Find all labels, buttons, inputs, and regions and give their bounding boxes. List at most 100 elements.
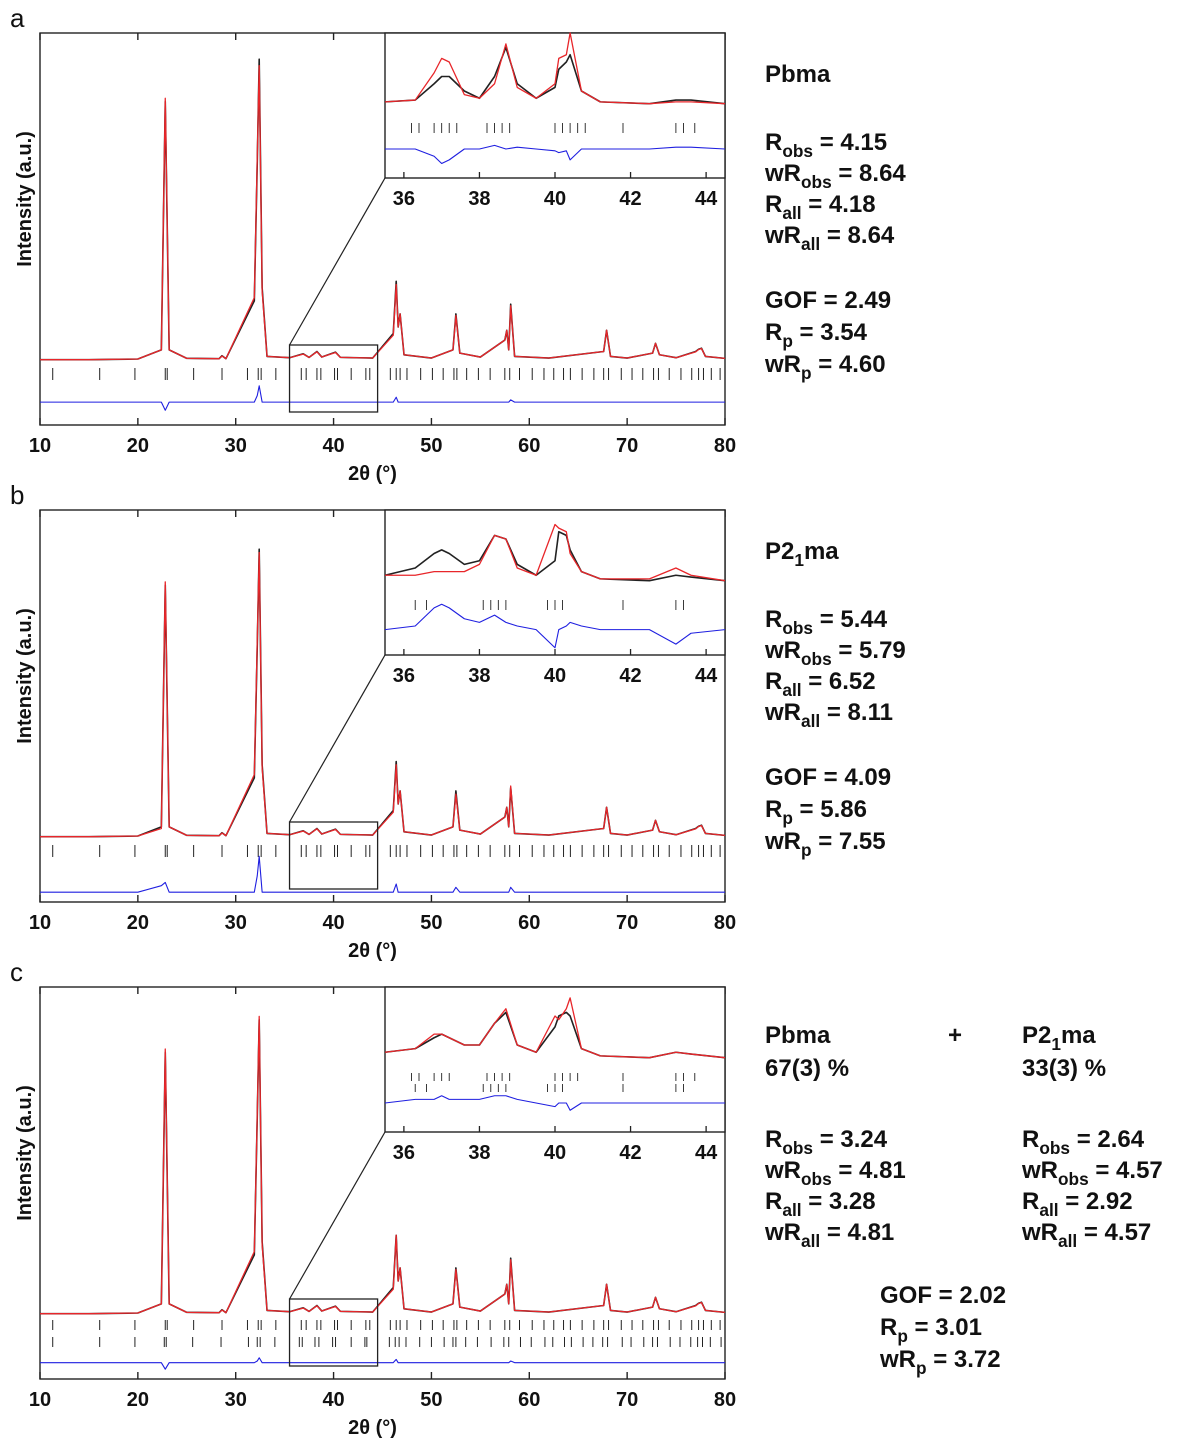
r-factor: wRobs = 4.57 bbox=[1021, 1157, 1163, 1189]
zoom-box bbox=[288, 821, 379, 890]
r-factor-main: wR bbox=[764, 1219, 801, 1246]
phase-name-main: Pbma bbox=[765, 61, 831, 88]
r-factor-rest: = 4.81 bbox=[832, 1157, 906, 1184]
inset-difference-line bbox=[384, 1095, 725, 1111]
x-tick-label: 30 bbox=[225, 912, 247, 934]
r-factor-sub: obs bbox=[801, 172, 832, 192]
inset-calculated-line bbox=[384, 32, 726, 105]
phase-fraction: 67(3) % bbox=[765, 1055, 849, 1082]
phase-name-rest: ma bbox=[804, 538, 839, 565]
r-factor-rest: = 4.57 bbox=[1089, 1157, 1163, 1184]
phase-name-sub: 1 bbox=[794, 550, 804, 570]
fit-stat: GOF = 2.02 bbox=[880, 1282, 1006, 1309]
panel-label: a bbox=[10, 3, 25, 33]
fit-stat-rest: = 4.60 bbox=[812, 351, 886, 378]
fit-stat: wRp = 4.60 bbox=[764, 351, 886, 383]
inset-x-tick-label: 36 bbox=[393, 188, 415, 210]
r-factor-sub: all bbox=[782, 1200, 801, 1220]
r-factor: wRall = 8.64 bbox=[764, 222, 895, 254]
fit-stat-sub: p bbox=[801, 363, 812, 383]
x-tick-label: 80 bbox=[714, 1389, 736, 1411]
inset-frame bbox=[384, 509, 726, 656]
x-axis-label: 2θ (°) bbox=[348, 940, 397, 962]
r-factor-main: R bbox=[765, 606, 782, 633]
phase-name-rest: ma bbox=[1061, 1022, 1096, 1049]
fit-stat: Rp = 3.01 bbox=[880, 1314, 982, 1346]
x-tick-label: 70 bbox=[616, 1389, 638, 1411]
r-factor: wRall = 4.81 bbox=[764, 1219, 894, 1251]
phase-name-main: P2 bbox=[765, 538, 794, 565]
inset-x-tick-label: 42 bbox=[619, 188, 641, 210]
phase-name: Pbma bbox=[765, 61, 831, 88]
fit-stat-main: GOF bbox=[765, 764, 817, 791]
zoom-box bbox=[288, 344, 379, 413]
x-tick-label: 70 bbox=[616, 912, 638, 934]
y-axis-label: Intensity (a.u.) bbox=[14, 1085, 36, 1221]
r-factor-main: wR bbox=[764, 637, 801, 664]
r-factor-rest: = 2.92 bbox=[1059, 1188, 1133, 1215]
difference-line bbox=[40, 385, 725, 411]
r-factor-rest: = 3.24 bbox=[813, 1126, 888, 1153]
x-tick-label: 50 bbox=[420, 435, 442, 457]
r-factor-main: R bbox=[1022, 1126, 1039, 1153]
inset-x-tick-label: 44 bbox=[695, 1142, 718, 1164]
inset-x-tick-label: 36 bbox=[393, 665, 415, 687]
r-factor-main: wR bbox=[764, 160, 801, 187]
inset-calculated-line bbox=[384, 997, 726, 1059]
r-factor-main: wR bbox=[764, 222, 801, 249]
plus-sign: + bbox=[948, 1022, 962, 1049]
x-tick-label: 40 bbox=[322, 1389, 344, 1411]
zoom-box bbox=[288, 1298, 379, 1367]
x-tick-label: 40 bbox=[322, 435, 344, 457]
fit-stat: GOF = 4.09 bbox=[765, 764, 891, 791]
r-factor-rest: = 5.79 bbox=[832, 637, 906, 664]
x-tick-label: 20 bbox=[127, 435, 149, 457]
fit-stat: GOF = 2.49 bbox=[765, 287, 891, 314]
fit-stat: Rp = 3.54 bbox=[765, 319, 868, 351]
fit-stat-main: R bbox=[765, 319, 782, 346]
fit-stat-sub: p bbox=[801, 840, 812, 860]
x-tick-label: 60 bbox=[518, 435, 540, 457]
r-factor-sub: all bbox=[1039, 1200, 1058, 1220]
r-factor-sub: all bbox=[1058, 1231, 1077, 1251]
r-factor: Rall = 3.28 bbox=[765, 1188, 876, 1220]
r-factor: Rall = 6.52 bbox=[765, 668, 876, 700]
y-axis-label: Intensity (a.u.) bbox=[14, 608, 36, 744]
r-factor-rest: = 4.15 bbox=[813, 129, 887, 156]
zoom-connector bbox=[289, 177, 386, 346]
r-factor-main: R bbox=[765, 668, 782, 695]
r-factor: Robs = 3.24 bbox=[765, 1126, 888, 1158]
inset-x-tick-label: 44 bbox=[695, 188, 718, 210]
fit-stat-main: R bbox=[765, 796, 782, 823]
fit-stat-rest: = 3.72 bbox=[927, 1346, 1001, 1373]
r-factor-main: R bbox=[1022, 1188, 1039, 1215]
fit-stat-rest: = 4.09 bbox=[817, 764, 891, 791]
fit-stat-rest: = 2.02 bbox=[932, 1282, 1006, 1309]
zoom-connector bbox=[289, 654, 386, 823]
r-factor-sub: all bbox=[782, 680, 801, 700]
r-factor-sub: all bbox=[801, 234, 820, 254]
inset-calculated-line bbox=[385, 523, 726, 582]
fit-stat: Rp = 5.86 bbox=[765, 796, 867, 828]
r-factor-main: R bbox=[765, 1126, 782, 1153]
r-factor: wRall = 8.11 bbox=[764, 699, 893, 731]
x-axis-label: 2θ (°) bbox=[348, 463, 397, 485]
x-tick-label: 30 bbox=[225, 1389, 247, 1411]
phase-name-main: Pbma bbox=[765, 1022, 831, 1049]
x-tick-label: 30 bbox=[225, 435, 247, 457]
r-factor-main: wR bbox=[1021, 1219, 1058, 1246]
r-factor-main: wR bbox=[764, 699, 801, 726]
fit-stat-main: wR bbox=[764, 828, 801, 855]
fit-stat-rest: = 5.86 bbox=[793, 796, 867, 823]
r-factor-rest: = 4.18 bbox=[802, 191, 876, 218]
calculated-line bbox=[40, 65, 726, 361]
phase-name-main: P2 bbox=[1022, 1022, 1051, 1049]
r-factor-sub: obs bbox=[782, 141, 813, 161]
fit-stat-sub: p bbox=[782, 331, 793, 351]
panel-label: c bbox=[10, 957, 23, 987]
inset-x-tick-label: 38 bbox=[468, 188, 490, 210]
r-factor: wRobs = 8.64 bbox=[764, 160, 906, 192]
r-factor-main: wR bbox=[764, 1157, 801, 1184]
phase-name-sub: 1 bbox=[1051, 1034, 1061, 1054]
